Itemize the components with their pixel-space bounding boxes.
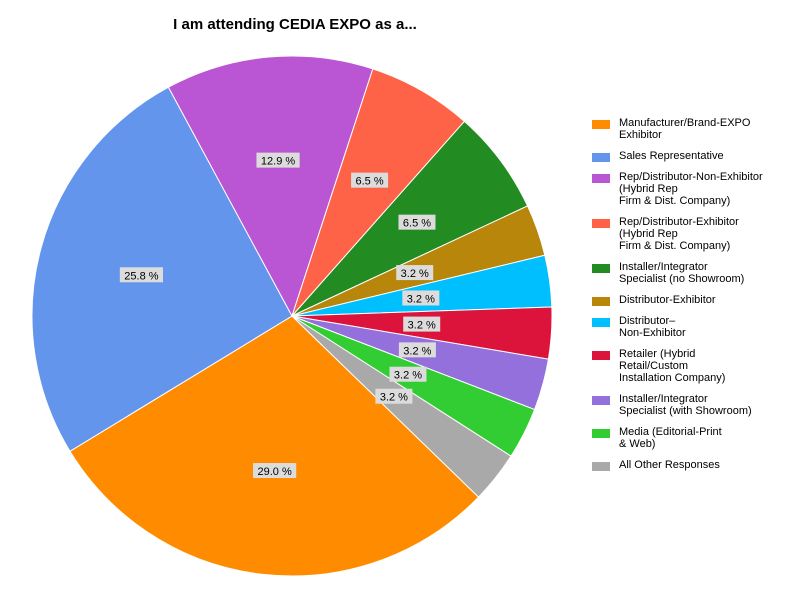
svg-text:3.2 %: 3.2 % <box>407 293 435 305</box>
svg-text:12.9 %: 12.9 % <box>261 156 295 168</box>
legend-item: Rep/Distributor-Non-Exhibitor (Hybrid Re… <box>592 171 792 207</box>
svg-text:6.5 %: 6.5 % <box>403 218 431 230</box>
legend-label: Manufacturer/Brand-EXPO Exhibitor <box>619 117 751 141</box>
legend-swatch <box>592 264 610 273</box>
legend-label: Installer/Integrator Specialist (no Show… <box>619 261 745 285</box>
svg-text:3.2 %: 3.2 % <box>394 370 422 382</box>
legend-label: Sales Representative <box>619 150 724 162</box>
slice-data-label-0: 29.0 % <box>253 463 297 479</box>
svg-text:3.2 %: 3.2 % <box>403 345 431 357</box>
legend-label: Distributor– Non-Exhibitor <box>619 315 686 339</box>
slice-data-label-5: 3.2 % <box>396 265 434 281</box>
legend-swatch <box>592 174 610 183</box>
legend-label: Installer/Integrator Specialist (with Sh… <box>619 393 752 417</box>
legend-item: Distributor– Non-Exhibitor <box>592 315 792 339</box>
legend-item: All Other Responses <box>592 459 792 471</box>
legend-label: Media (Editorial-Print & Web) <box>619 426 722 450</box>
slice-data-label-10: 3.2 % <box>375 388 413 404</box>
legend-swatch <box>592 297 610 306</box>
pie-slice-0 <box>69 315 480 577</box>
slice-data-label-9: 3.2 % <box>389 366 427 382</box>
legend-item: Manufacturer/Brand-EXPO Exhibitor <box>592 117 792 141</box>
legend-swatch <box>592 318 610 327</box>
legend-item: Rep/Distributor-Exhibitor (Hybrid Rep Fi… <box>592 216 792 252</box>
legend-swatch <box>592 396 610 405</box>
legend-swatch <box>592 429 610 438</box>
svg-text:25.8 %: 25.8 % <box>124 270 158 282</box>
legend-swatch <box>592 462 610 471</box>
legend-item: Media (Editorial-Print & Web) <box>592 426 792 450</box>
legend-swatch <box>592 351 610 360</box>
slice-data-label-1: 25.8 % <box>119 267 164 283</box>
slice-data-label-8: 3.2 % <box>398 342 436 358</box>
svg-text:29.0 %: 29.0 % <box>257 466 291 478</box>
legend-swatch <box>592 153 610 162</box>
chart-title: I am attending CEDIA EXPO as a... <box>173 16 417 33</box>
legend-swatch <box>592 219 610 228</box>
svg-text:3.2 %: 3.2 % <box>401 268 429 280</box>
legend: Manufacturer/Brand-EXPO Exhibitor Sales R… <box>592 117 792 480</box>
legend-item: Installer/Integrator Specialist (no Show… <box>592 261 792 285</box>
slice-data-label-6: 3.2 % <box>402 290 440 306</box>
pie-data-labels: 29.0 % 25.8 % 12.9 % 6.5 % 6.5 % 3.2 % 3.2 % 3.… <box>119 152 441 479</box>
pie-slice-2 <box>167 55 374 318</box>
legend-label: Rep/Distributor-Non-Exhibitor (Hybrid Re… <box>619 171 763 207</box>
legend-item: Installer/Integrator Specialist (with Sh… <box>592 393 792 417</box>
svg-text:3.2 %: 3.2 % <box>408 320 436 332</box>
legend-swatch <box>592 120 610 129</box>
svg-text:3.2 %: 3.2 % <box>380 392 408 404</box>
slice-data-label-7: 3.2 % <box>403 316 441 332</box>
legend-item: Sales Representative <box>592 150 792 162</box>
slice-data-label-2: 12.9 % <box>256 152 300 168</box>
slice-data-label-3: 6.5 % <box>351 172 389 188</box>
legend-label: Retailer (Hybrid Retail/Custom Installat… <box>619 348 726 384</box>
pie-slice-10 <box>291 315 512 498</box>
legend-label: Rep/Distributor-Exhibitor (Hybrid Rep Fi… <box>619 216 739 252</box>
legend-label: Distributor-Exhibitor <box>619 294 716 306</box>
legend-item: Retailer (Hybrid Retail/Custom Installat… <box>592 348 792 384</box>
svg-text:6.5 %: 6.5 % <box>356 176 384 188</box>
slice-data-label-4: 6.5 % <box>398 214 436 230</box>
legend-item: Distributor-Exhibitor <box>592 294 792 306</box>
pie-slices <box>31 55 553 577</box>
legend-label: All Other Responses <box>619 459 720 471</box>
